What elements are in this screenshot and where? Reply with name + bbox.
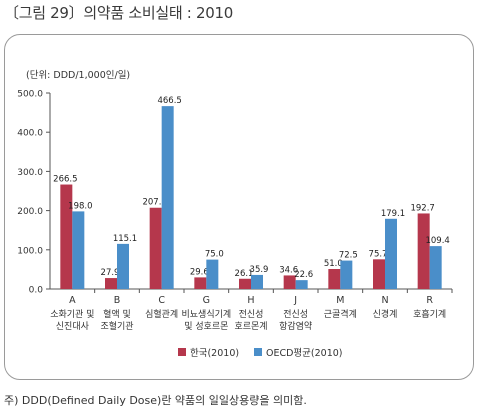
bars: 266.5 198.0 27.9 115.1 207.3 466.5 29.6 75.0 26.… xyxy=(53,96,450,290)
category-name: 호흡기계 xyxy=(413,308,446,320)
category-name: 전신성 xyxy=(283,309,308,320)
legend-label-korea: 한국(2010) xyxy=(190,348,239,359)
data-label-oecd: 109.4 xyxy=(425,236,449,246)
data-label-oecd: 75.0 xyxy=(205,250,224,260)
y-tick-label: 0.0 xyxy=(29,286,44,296)
data-label-korea: 266.5 xyxy=(53,175,77,185)
legend-swatch-oecd xyxy=(254,348,262,356)
category-name: 심혈관계 xyxy=(145,308,178,320)
footnote: 주) DDD(Defined Daily Dose)란 약품의 일일상용량을 의… xyxy=(4,394,307,407)
bar-korea xyxy=(194,277,207,289)
data-label-oecd: 466.5 xyxy=(157,96,181,106)
data-label-korea: 29.6 xyxy=(190,267,209,277)
y-axis: 0.0 100.0 200.0 300.0 400.0 500.0 xyxy=(17,90,51,296)
bar-oecd xyxy=(206,259,219,289)
category-name: 조혈기관 xyxy=(100,320,133,332)
category-code: B xyxy=(114,295,121,306)
data-label-korea: 26.1 xyxy=(235,269,254,279)
category-name: 호르몬계 xyxy=(234,320,267,332)
y-tick-label: 300.0 xyxy=(17,168,43,178)
bar-korea xyxy=(328,269,341,289)
data-label-oecd: 198.0 xyxy=(68,201,92,211)
data-label-oecd: 35.9 xyxy=(250,265,269,275)
data-label-korea: 51.0 xyxy=(324,259,343,269)
bar-oecd xyxy=(161,106,174,290)
bar-oecd xyxy=(72,211,85,289)
bar-oecd xyxy=(429,246,442,289)
bar-korea xyxy=(105,278,117,289)
bar-korea xyxy=(60,184,73,289)
category-name: 및 성호르몬 xyxy=(184,320,228,332)
data-label-korea: 34.6 xyxy=(279,265,298,275)
bar-korea xyxy=(239,278,251,289)
category-name: 신경계 xyxy=(373,308,398,320)
chart-panel xyxy=(4,34,474,380)
data-label-oecd: 22.6 xyxy=(294,270,313,280)
category-code: R xyxy=(426,295,433,306)
bar-oecd xyxy=(251,274,263,289)
data-label-oecd: 72.5 xyxy=(339,251,358,261)
legend-swatch-korea xyxy=(178,348,186,356)
y-tick-label: 500.0 xyxy=(17,90,43,100)
data-label-korea: 27.9 xyxy=(101,268,120,278)
category-code: M xyxy=(336,295,344,306)
legend-label-oecd: OECD평균(2010) xyxy=(266,348,343,359)
bar-korea xyxy=(417,213,430,289)
figure-title: 〔그림 29〕의약품 소비실태 : 2010 xyxy=(4,4,233,22)
data-label-oecd: 179.1 xyxy=(381,209,405,219)
bar-korea xyxy=(149,207,162,289)
category-code: H xyxy=(247,295,254,306)
category-name: 신진대사 xyxy=(56,321,90,332)
category-name: 비뇨생식기계 xyxy=(181,308,231,320)
category-code: A xyxy=(69,295,76,306)
category-code: G xyxy=(203,295,210,306)
legend: 한국(2010) OECD평균(2010) xyxy=(178,348,343,359)
bar-korea xyxy=(283,275,296,289)
y-tick-label: 400.0 xyxy=(17,129,43,139)
category-name: 소화기관 및 xyxy=(50,308,94,320)
data-label-korea: 207.3 xyxy=(142,198,166,208)
category-name: 혈액 및 xyxy=(103,308,131,320)
y-tick-label: 200.0 xyxy=(17,207,43,217)
bar-oecd xyxy=(340,260,353,289)
y-tick-label: 100.0 xyxy=(17,246,43,256)
bar-korea xyxy=(373,259,385,289)
category-code: J xyxy=(293,295,297,306)
data-label-oecd: 115.1 xyxy=(113,234,137,244)
category-name: 항감염약 xyxy=(279,320,312,332)
bar-oecd xyxy=(385,218,397,289)
bar-oecd xyxy=(117,243,129,289)
bar-oecd xyxy=(295,280,308,289)
category-name: 전신성 xyxy=(239,309,264,320)
unit-label: (단위: DDD/1,000인/일) xyxy=(26,69,130,81)
data-label-korea: 75.7 xyxy=(369,249,388,259)
category-code: C xyxy=(158,295,165,306)
data-label-korea: 192.7 xyxy=(410,203,434,213)
category-name: 근골격계 xyxy=(324,308,357,320)
category-code: N xyxy=(381,295,388,306)
